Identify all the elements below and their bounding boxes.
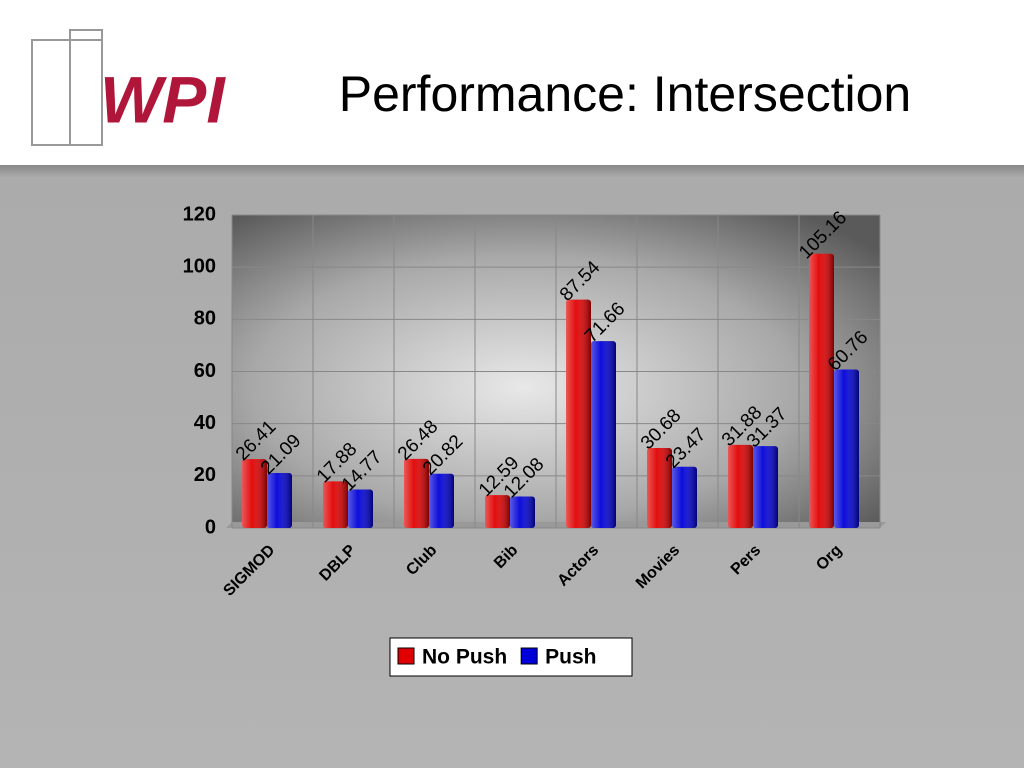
logo: WPI <box>31 29 226 146</box>
y-tick-label: 20 <box>194 464 216 486</box>
legend-swatch <box>520 647 538 665</box>
bar-shade <box>566 299 591 528</box>
bar-shade <box>753 446 778 528</box>
header-shadow <box>0 165 1024 179</box>
bar-shade <box>510 496 535 528</box>
y-tick-label: 60 <box>194 360 216 382</box>
bar-shade <box>429 473 454 528</box>
legend-swatch <box>397 647 415 665</box>
y-tick-label: 100 <box>183 255 216 277</box>
legend-label: No Push <box>422 646 507 669</box>
slide-title: Performance: Intersection <box>339 66 912 122</box>
bar-shade <box>323 481 348 528</box>
y-tick-label: 40 <box>194 412 216 434</box>
y-tick-label: 80 <box>194 308 216 330</box>
header <box>0 0 1024 165</box>
bar-shade <box>485 495 510 528</box>
logo-text: WPI <box>100 62 226 136</box>
bar-shade <box>728 444 753 528</box>
bar-shade <box>348 489 373 528</box>
bar-shade <box>267 472 292 528</box>
legend-box <box>389 637 633 677</box>
bar-shade <box>591 341 616 528</box>
bar-shade <box>242 459 267 528</box>
y-tick-label: 120 <box>183 203 216 225</box>
bar-shade <box>404 458 429 528</box>
bar-shade <box>834 369 859 528</box>
bar-shade <box>672 466 697 528</box>
bar-shade <box>647 447 672 528</box>
bar-shade <box>809 253 834 528</box>
y-tick-label: 0 <box>205 516 216 538</box>
legend-label: Push <box>545 646 596 669</box>
logo-tower <box>69 29 103 146</box>
